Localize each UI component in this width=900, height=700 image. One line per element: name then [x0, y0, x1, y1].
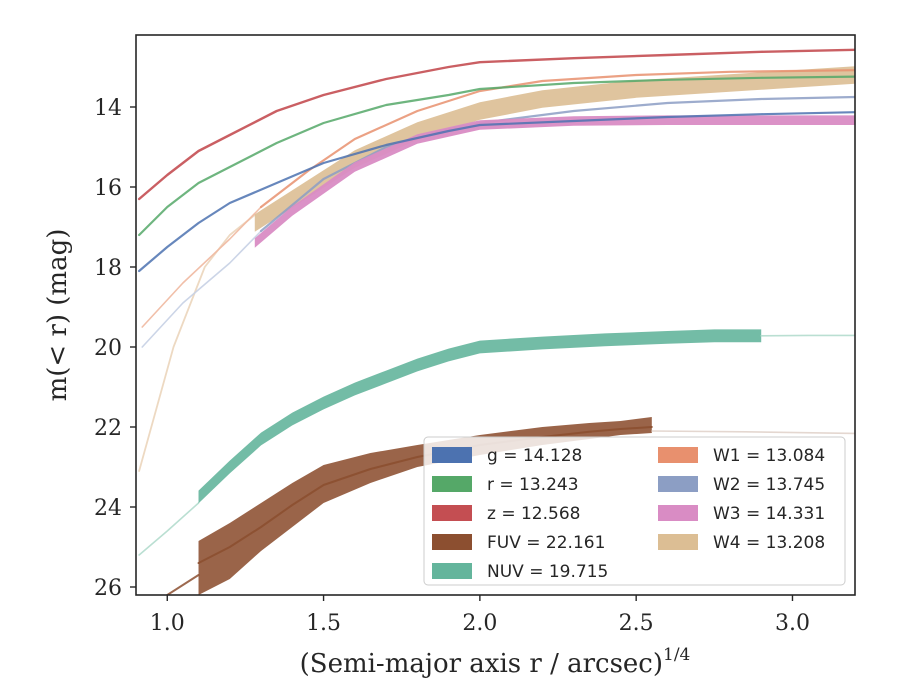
legend-label: NUV = 19.715 [487, 562, 608, 582]
series-0-line [138, 214, 256, 472]
y-tick-label: 14 [94, 96, 122, 121]
legend-swatch [432, 447, 472, 463]
legend-swatch [432, 476, 472, 492]
series-1-band [254, 66, 855, 232]
legend-label: FUV = 22.161 [487, 533, 605, 553]
x-axis-label: (Semi-major axis r / arcsec)1/4 [300, 645, 691, 679]
series-6-band [254, 115, 855, 248]
legend-label: W2 = 13.745 [713, 475, 825, 495]
legend-label: W3 = 14.331 [713, 504, 825, 524]
series-8-line [138, 75, 855, 237]
y-tick-label: 26 [94, 576, 122, 601]
x-tick-label: 1.5 [306, 611, 341, 636]
legend-label: g = 14.128 [487, 446, 582, 466]
legend-label: W1 = 13.084 [713, 446, 825, 466]
series-15-line [197, 426, 653, 564]
series-9-line [137, 48, 855, 201]
x-tick-label: 3.0 [775, 611, 810, 636]
legend-label: W4 = 13.208 [713, 533, 825, 553]
y-tick-label: 16 [94, 176, 122, 201]
legend-swatch [658, 447, 698, 463]
legend-swatch [658, 534, 698, 550]
series-5-line [259, 69, 855, 209]
legend-box [423, 436, 846, 586]
x-ticks: 1.0 1.5 2.0 2.5 3.0 [150, 595, 810, 636]
legend: g = 14.128 r = 13.243 z = 12.568 FUV = 22.1… [423, 436, 846, 586]
legend-label: z = 12.568 [487, 504, 580, 524]
y-tick-label: 20 [94, 336, 122, 361]
legend-swatch [432, 534, 472, 550]
series-2-line [141, 230, 262, 348]
legend-swatch [658, 505, 698, 521]
series-13-line [166, 574, 200, 595]
series-16-line [651, 430, 855, 435]
series-7-line [138, 111, 855, 273]
legend-swatch [658, 476, 698, 492]
x-tick-label: 2.0 [462, 611, 497, 636]
series-4-line [141, 206, 262, 328]
x-tick-label: 1.0 [150, 611, 185, 636]
y-tick-label: 24 [94, 496, 122, 521]
y-ticks: 14 16 18 20 22 24 26 [94, 96, 136, 601]
x-tick-label: 2.5 [619, 611, 654, 636]
y-tick-label: 18 [94, 256, 122, 281]
legend-swatch [432, 563, 472, 579]
y-tick-label: 22 [94, 416, 122, 441]
x-axis-label-superscript: 1/4 [663, 645, 690, 665]
legend-swatch [432, 505, 472, 521]
legend-label: r = 13.243 [487, 475, 579, 495]
series-10-line [138, 502, 200, 556]
plot-frame [135, 34, 856, 596]
y-axis-label: m(< r) (mag) [43, 229, 73, 402]
